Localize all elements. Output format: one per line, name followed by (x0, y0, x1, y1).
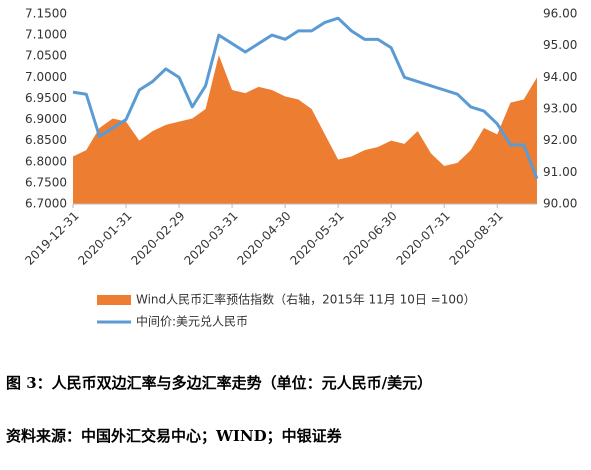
y2-tick-label: 91.00 (543, 165, 577, 179)
y2-tick-label: 94.00 (543, 70, 577, 84)
y-tick-label: 6.8500 (25, 133, 67, 147)
x-tick-label: 2020-02-29 (128, 209, 187, 268)
y-tick-label: 6.7500 (25, 175, 67, 189)
x-tick-label: 2019-12-31 (22, 209, 81, 268)
area (73, 55, 537, 204)
x-tick-label: 2020-05-31 (288, 209, 347, 268)
x-tick-label: 2020-03-31 (181, 209, 240, 268)
y-tick-label: 7.0500 (25, 49, 67, 63)
legend-label: Wind人民币汇率预估指数（右轴，2015年 11月 10日 =100） (136, 292, 476, 307)
line (72, 16, 539, 180)
x-tick-label: 2020-06-30 (341, 209, 400, 268)
y2-tick-label: 95.00 (543, 38, 577, 52)
x-tick-label: 2020-08-31 (447, 209, 506, 268)
legend-swatch (97, 295, 131, 305)
x-tick-label: 2020-04-30 (234, 209, 293, 268)
y-tick-label: 6.8000 (25, 154, 67, 168)
y2-tick-label: 92.00 (543, 133, 577, 147)
y2-tick-label: 96.00 (543, 7, 577, 21)
y-tick-label: 7.1500 (25, 7, 67, 21)
y2-tick-label: 90.00 (543, 197, 577, 211)
y-tick-label: 7.1000 (25, 28, 67, 42)
y-tick-label: 6.9000 (25, 112, 67, 126)
y-tick-label: 6.7000 (25, 197, 67, 211)
y-tick-label: 6.9500 (25, 91, 67, 105)
legend-label: 中间价:美元兑人民币 (136, 314, 248, 329)
x-tick-label: 2020-01-31 (75, 209, 134, 268)
source: 资料来源：中国外汇交易中心；WIND；中银证券 (6, 427, 343, 445)
figure-caption: 图 3：人民币双边汇率与多边汇率走势（单位：元人民币/美元） (6, 374, 432, 392)
y2-tick-label: 93.00 (543, 102, 577, 116)
y-tick-label: 7.0000 (25, 70, 67, 84)
x-tick-label: 2020-07-31 (394, 209, 453, 268)
